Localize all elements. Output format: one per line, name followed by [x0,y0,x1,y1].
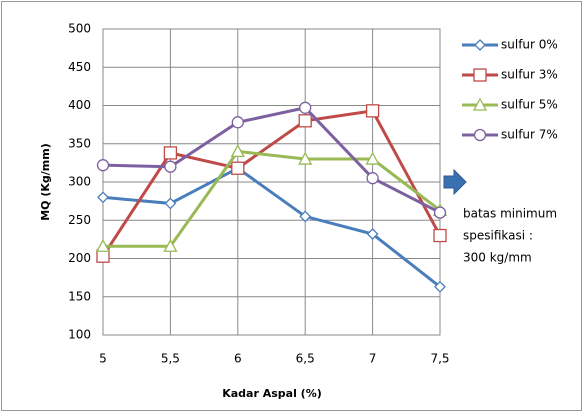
marker [298,114,312,128]
legend-label: sulfur 5% [501,98,558,112]
y-axis-title: MQ (Kg/mm) [39,143,52,221]
marker [433,206,447,219]
y-tick-label: 500 [68,22,91,36]
x-tick-label: 6 [234,352,242,366]
legend-label: sulfur 7% [501,128,558,142]
x-tick-label: 7,5 [430,352,449,366]
marker [164,197,177,210]
x-axis-title: Kadar Aspal (%) [222,387,322,400]
marker [433,228,447,243]
annotation-text: batas minimum [463,207,557,221]
marker [163,146,178,160]
annotation-text: 300 kg/mm [463,251,532,265]
marker [299,210,312,223]
legend-marker [473,68,487,82]
marker [96,249,110,263]
marker [231,116,244,129]
marker [164,160,177,173]
marker [96,159,110,172]
marker [366,172,379,185]
legend-label: sulfur 3% [501,68,558,82]
x-tick-label: 6,5 [296,352,315,366]
marker [365,104,380,118]
y-tick-label: 300 [68,175,91,189]
series-line [102,106,441,214]
legend-marker [472,97,488,111]
marker [231,161,245,175]
series-line [102,166,441,288]
marker [434,280,446,293]
y-tick-label: 100 [68,328,91,342]
y-tick-label: 200 [68,251,91,265]
marker [298,151,313,165]
legend-marker [474,39,486,51]
marker [299,101,312,114]
legend-marker [473,128,487,142]
marker [365,151,380,165]
annotation-text: spesifikasi : [463,229,533,243]
series-line [101,109,442,258]
x-tick-label: 5 [99,352,107,366]
x-tick-label: 5,5 [161,352,180,366]
marker [97,191,109,204]
x-tick-label: 7 [369,352,377,366]
y-tick-label: 450 [68,60,91,74]
y-tick-label: 250 [68,213,91,227]
y-tick-label: 350 [68,136,91,150]
plot-border [102,28,441,336]
marker [95,238,111,252]
marker [163,238,178,252]
annotation-arrow [443,168,467,196]
series-line [103,149,441,248]
marker [366,228,379,240]
y-tick-label: 150 [68,289,91,303]
y-tick-label: 400 [68,98,91,112]
legend-label: sulfur 0% [501,38,558,52]
marker [230,144,245,158]
